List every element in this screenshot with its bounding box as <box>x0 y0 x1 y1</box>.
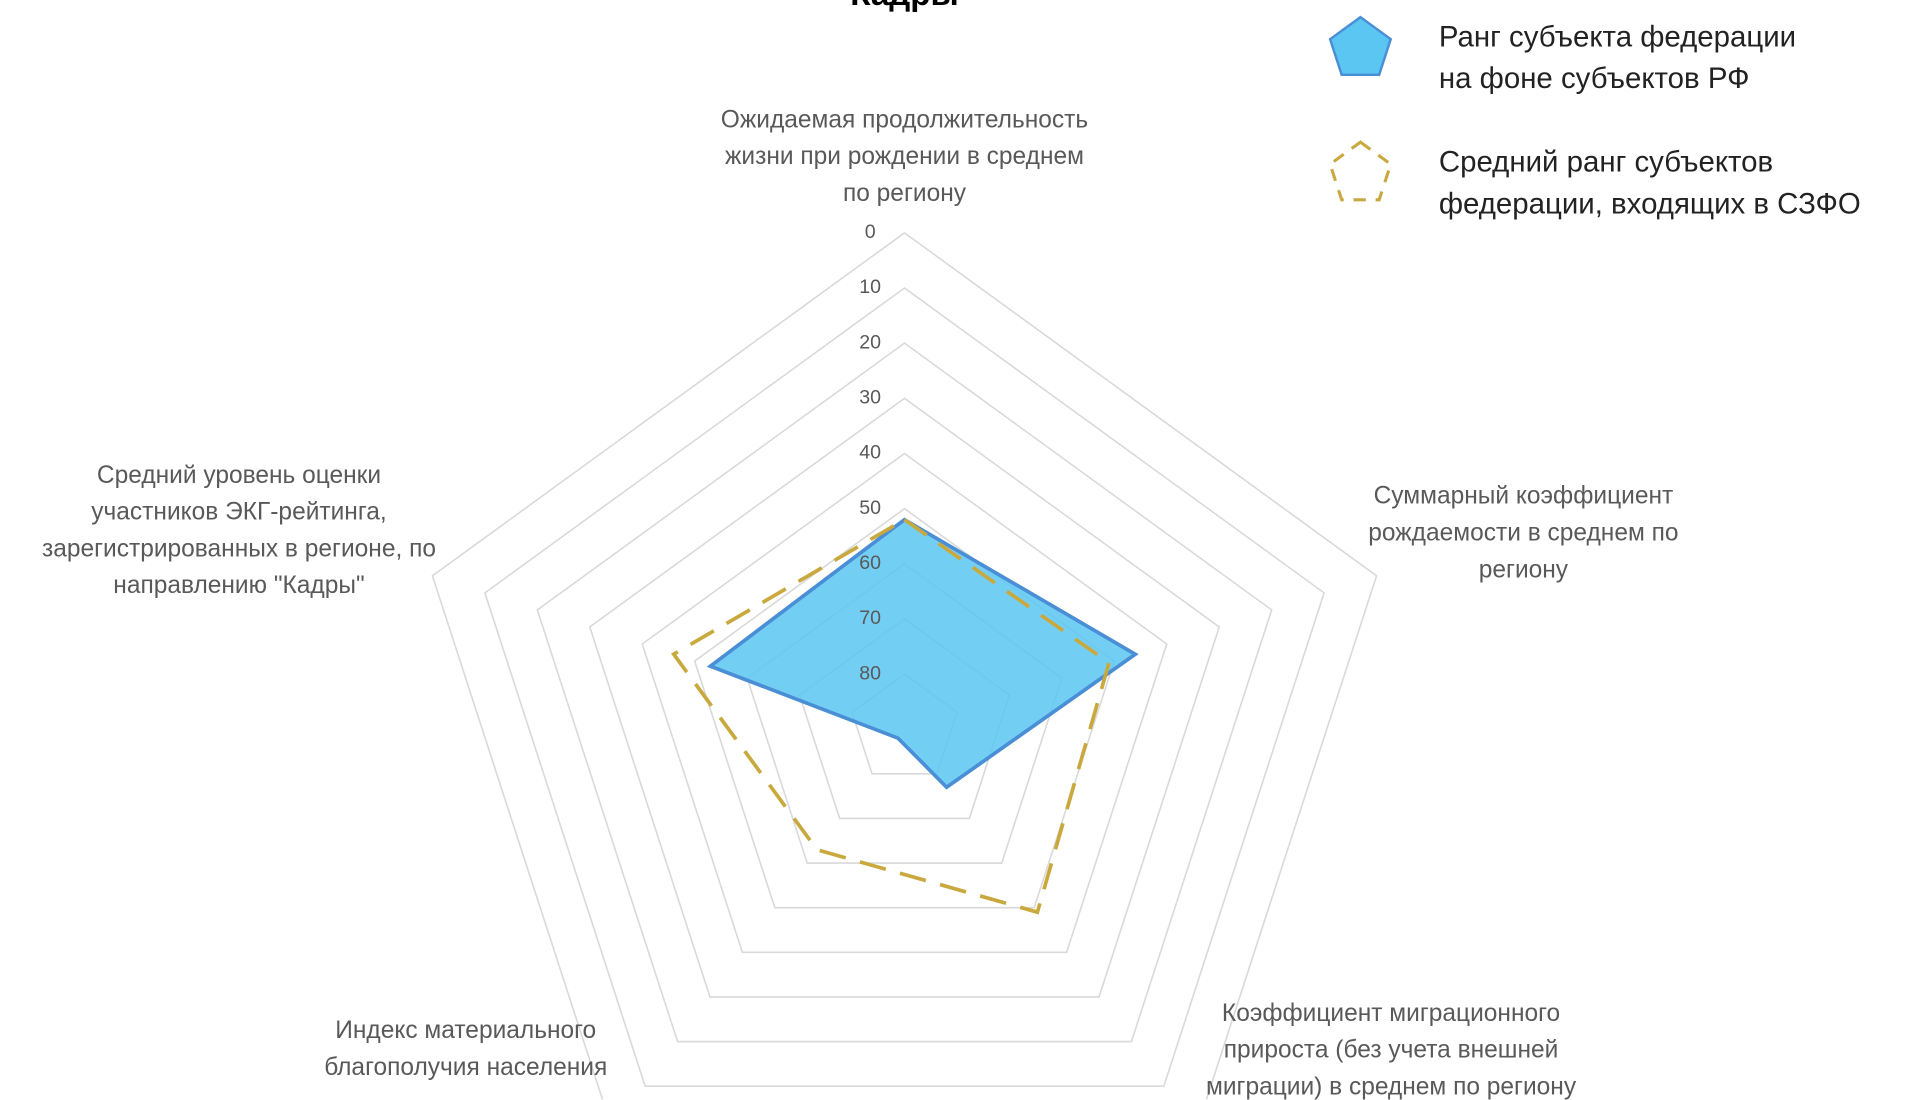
legend-icon <box>1328 15 1393 77</box>
axis-label: Коэффициент миграционного прироста (без … <box>1205 1000 1577 1100</box>
axis-tick-label: 30 <box>859 386 881 408</box>
axis-label: Суммарный коэффициент рождаемости в сред… <box>1368 482 1679 584</box>
grid-ring <box>588 397 1221 998</box>
legend-label: Средний ранг субъектов федерации, входящ… <box>1438 145 1861 221</box>
axis-tick-label: 60 <box>859 552 881 574</box>
axis-label: Ожидаемая продолжительность жизни при ро… <box>720 106 1089 208</box>
axis-tick-label: 80 <box>859 662 881 684</box>
grid-ring <box>431 231 1378 1100</box>
axis-label: Индекс материального благополучия населе… <box>324 1017 608 1081</box>
axis-tick-label: 20 <box>859 331 881 353</box>
grid-ring <box>536 342 1273 1043</box>
grid-ring <box>483 287 1326 1087</box>
legend-icon <box>1328 140 1393 202</box>
axis-tick-label: 50 <box>859 497 881 519</box>
axis-tick-label: 40 <box>859 442 881 464</box>
axis-label: Средний уровень оценки участников ЭКГ-ре… <box>41 462 437 600</box>
axis-tick-label: 10 <box>859 276 881 298</box>
axis-tick-label: 0 <box>865 221 876 243</box>
grid-ring <box>641 452 1168 954</box>
series-area <box>706 517 1139 790</box>
legend-label: Ранг субъекта федерации на фоне субъекто… <box>1438 20 1797 96</box>
axis-tick-label: 70 <box>859 607 881 629</box>
series-line <box>671 517 1112 915</box>
chart-title: Кадры <box>659 0 1149 13</box>
